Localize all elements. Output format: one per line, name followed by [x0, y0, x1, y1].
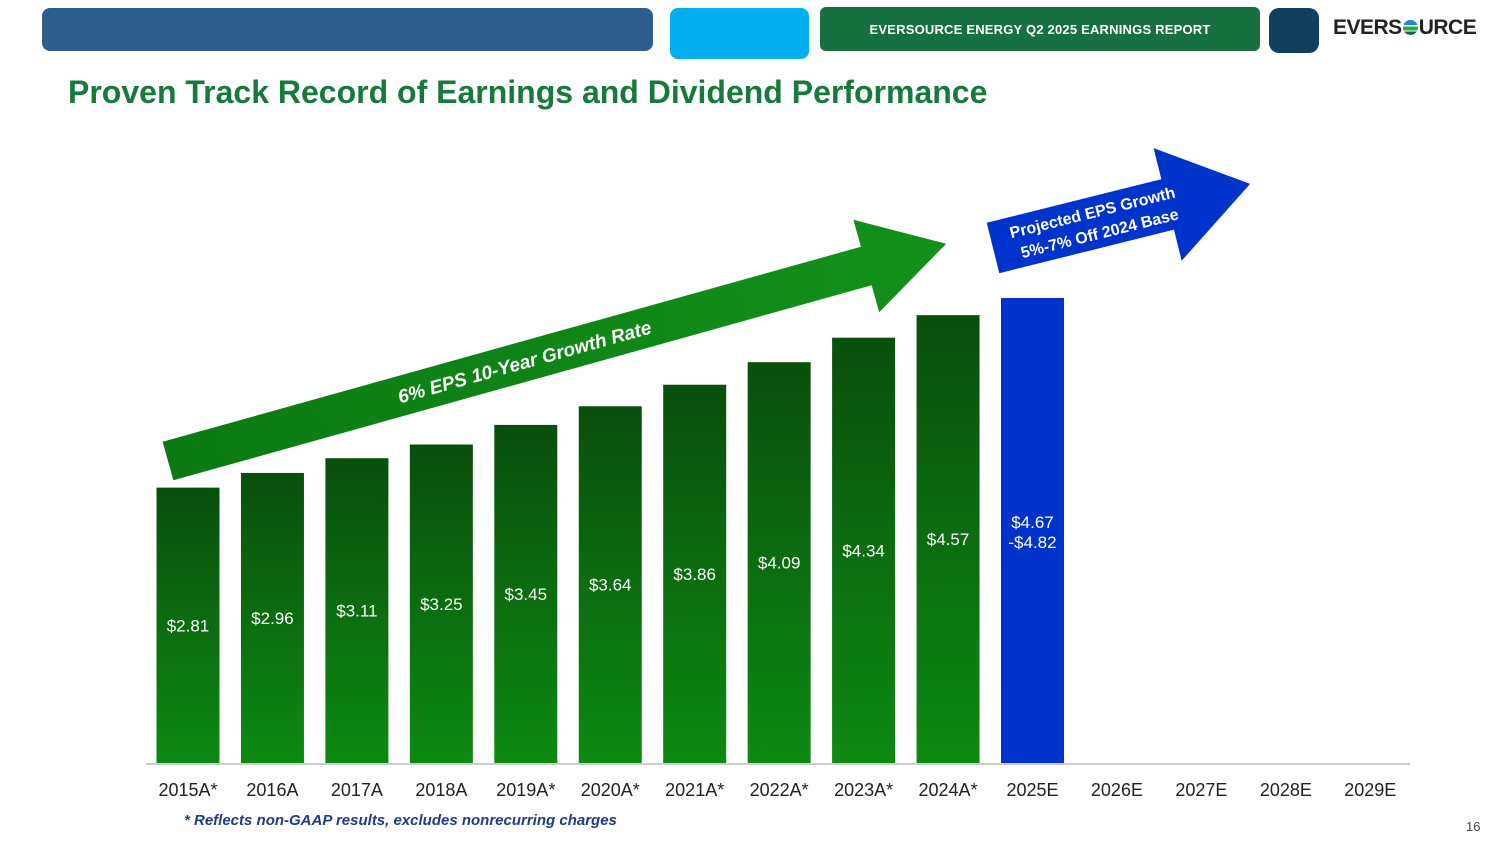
bar-projected: [1001, 297, 1064, 763]
x-tick-label: 2021A*: [665, 780, 724, 800]
bar-actual: [578, 406, 642, 763]
x-tick-label: 2016A: [246, 780, 298, 800]
bar-value-label: $4.67: [1011, 513, 1054, 532]
bar-value-label: $3.11: [336, 602, 377, 621]
header-band-navy: [1269, 8, 1319, 53]
x-tick-label: 2029E: [1344, 780, 1396, 800]
x-tick-label: 2018A: [415, 780, 467, 800]
bar-value-label: $3.86: [673, 565, 716, 584]
header-band-light-blue: [670, 8, 809, 59]
page-number: 16: [1466, 819, 1481, 834]
bar-actual: [156, 487, 220, 763]
header-band-dark-blue: [42, 8, 653, 51]
growth-arrow-label: 6% EPS 10-Year Growth Rate: [396, 317, 655, 408]
bar-actual: [325, 458, 389, 763]
report-label: EVERSOURCE ENERGY Q2 2025 EARNINGS REPOR…: [820, 7, 1260, 51]
bar-value-label: $4.57: [927, 530, 970, 549]
bar-actual: [747, 362, 811, 763]
bar-value-label: $3.45: [505, 585, 548, 604]
bar-actual: [494, 424, 558, 763]
logo-o-icon: [1402, 20, 1418, 35]
x-tick-label: 2025E: [1006, 780, 1058, 800]
bar-value-label: $2.96: [251, 609, 294, 628]
x-tick-label: 2028E: [1260, 780, 1312, 800]
bar-actual: [240, 472, 304, 763]
x-tick-label: 2015A*: [158, 780, 217, 800]
x-tick-label: 2026E: [1091, 780, 1143, 800]
bar-value-label: $4.34: [842, 541, 885, 560]
bar-actual: [916, 315, 980, 763]
x-tick-label: 2024A*: [919, 780, 978, 800]
bar-actual: [409, 444, 473, 763]
x-tick-label: 2017A: [331, 780, 383, 800]
bar-actual: [832, 337, 896, 763]
bar-value-label: $2.81: [167, 616, 210, 635]
x-tick-label: 2019A*: [496, 780, 555, 800]
x-tick-label: 2022A*: [750, 780, 809, 800]
bar-actual: [663, 384, 727, 763]
x-tick-label: 2020A*: [581, 780, 640, 800]
bar-value-label: $4.09: [758, 554, 801, 573]
bar-value-label: $3.64: [589, 576, 632, 595]
page-title: Proven Track Record of Earnings and Divi…: [68, 74, 988, 110]
footnote: * Reflects non-GAAP results, excludes no…: [184, 812, 617, 829]
x-tick-label: 2027E: [1175, 780, 1227, 800]
bar-value-label: -$4.82: [1008, 533, 1056, 552]
x-tick-label: 2023A*: [834, 780, 893, 800]
eversource-logo: EVERS URCE: [1333, 16, 1477, 39]
bar-value-label: $3.25: [420, 595, 463, 614]
projection-arrow-blue: Projected EPS Growth 5%-7% Off 2024 Base: [986, 148, 1251, 274]
